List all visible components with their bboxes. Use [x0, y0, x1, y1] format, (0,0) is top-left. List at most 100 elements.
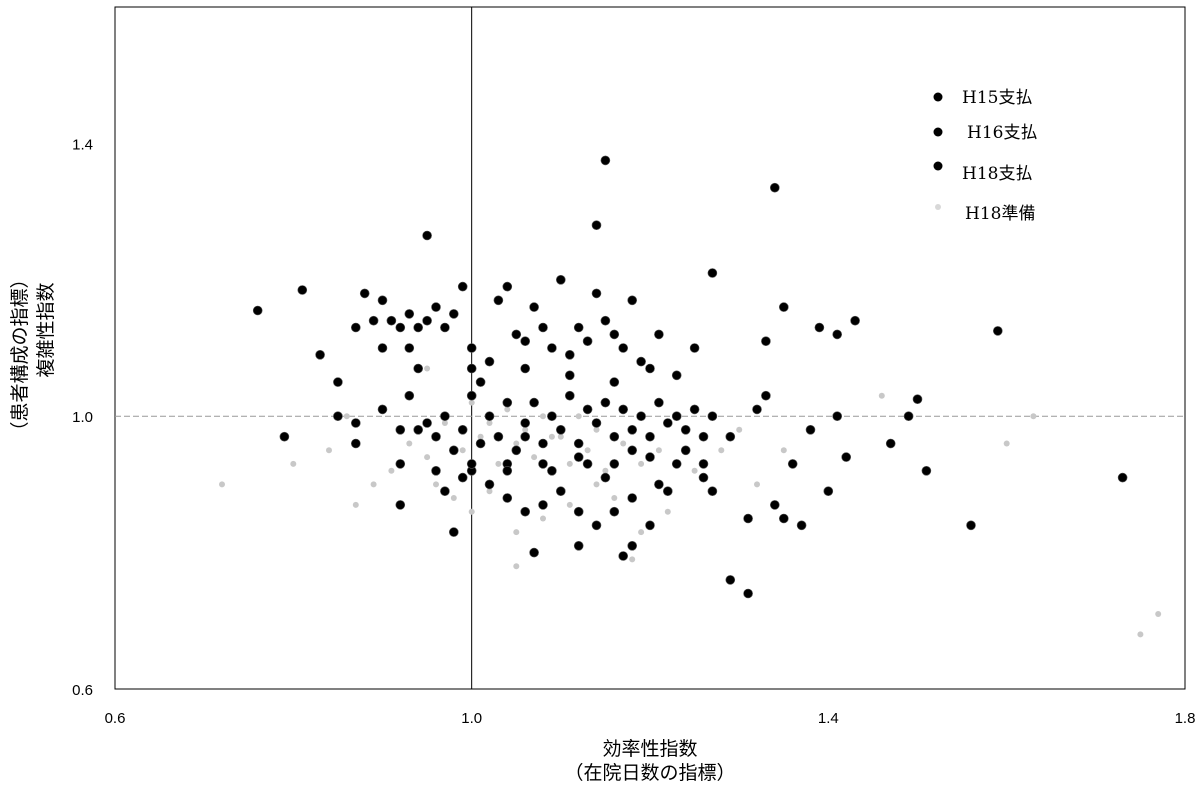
data-point-h18 [395, 500, 406, 510]
data-point-h16 [547, 411, 557, 422]
data-point-h18p [557, 433, 564, 440]
data-point-h18p [1155, 611, 1162, 617]
data-point-h15 [778, 302, 789, 312]
x-tick-label: 1.0 [461, 710, 482, 727]
data-point-h18 [841, 452, 852, 462]
x-tick-label: 1.8 [1175, 710, 1196, 727]
data-point-h15 [466, 343, 477, 353]
data-point-h18p [513, 529, 520, 536]
data-point-h18p [495, 460, 502, 467]
data-point-h16 [707, 411, 718, 422]
data-point-h15 [582, 336, 593, 347]
data-point-h18p [691, 467, 698, 474]
data-point-h15 [395, 322, 406, 333]
data-point-h18p [486, 420, 493, 426]
data-point-h15 [252, 305, 263, 316]
y-tick-labels: 0.6 1.0 1.4 [72, 136, 93, 699]
data-point-h16 [582, 404, 593, 415]
data-point-h15 [547, 343, 557, 353]
data-point-h16 [377, 404, 388, 415]
data-point-h16 [564, 390, 575, 401]
data-point-h18 [823, 486, 834, 497]
data-point-h15 [297, 285, 308, 295]
data-point-h18p [602, 467, 609, 474]
data-point-h18p [566, 501, 573, 508]
data-point-h15 [386, 315, 397, 326]
data-point-h15 [609, 377, 620, 387]
data-point-h15 [413, 363, 424, 374]
data-point-h15 [591, 288, 602, 299]
data-point-h15 [814, 322, 825, 333]
data-point-h16 [662, 418, 673, 428]
data-point-h16 [885, 438, 896, 449]
data-point-h18 [743, 588, 753, 599]
data-point-h16 [475, 438, 486, 449]
data-point-h16 [680, 445, 691, 456]
data-point-h16 [493, 431, 504, 442]
data-point-h15 [315, 349, 325, 360]
data-point-h16 [645, 452, 655, 462]
data-point-h16 [627, 424, 638, 435]
data-point-h18p [486, 488, 493, 495]
data-point-h16 [422, 418, 432, 428]
data-point-h16 [618, 404, 629, 415]
data-point-h16 [591, 418, 602, 428]
data-point-h18p [522, 426, 529, 433]
data-point-h18p [468, 508, 475, 515]
data-point-h16 [413, 424, 424, 435]
data-point-h16 [520, 418, 531, 428]
data-point-h15 [333, 377, 343, 387]
legend-label-h18: H18支払 [962, 164, 1032, 184]
x-axis-title-line1: 効率性指数 [602, 738, 697, 760]
data-point-h18 [484, 479, 495, 490]
data-point-h18p [343, 413, 350, 420]
data-point-h16 [573, 438, 584, 449]
data-point-h18 [769, 500, 780, 510]
data-point-h18 [573, 540, 584, 551]
data-point-h18 [600, 472, 611, 483]
x-tick-label: 0.6 [105, 710, 126, 727]
data-point-h15 [493, 295, 504, 306]
data-point-h15 [555, 274, 566, 285]
data-point-h18 [529, 547, 539, 558]
data-point-h18p [878, 392, 885, 399]
data-point-h16 [350, 438, 361, 449]
data-point-h18 [966, 520, 976, 531]
data-point-h18p [754, 481, 760, 488]
y-axis-title-line1: （患者構成の指標） [9, 269, 31, 440]
data-point-h15 [368, 315, 379, 326]
data-point-h16 [431, 465, 441, 476]
data-point-h15 [600, 155, 611, 166]
data-point-h15 [520, 363, 531, 374]
data-point-h15 [832, 329, 843, 340]
data-point-h18p [1003, 440, 1010, 447]
data-point-h18p [593, 426, 600, 433]
data-point-h16 [698, 431, 709, 442]
data-point-h18p [424, 454, 431, 461]
data-point-h18 [609, 506, 620, 517]
data-point-h18p [548, 433, 555, 440]
data-point-h18p [441, 420, 448, 426]
data-point-h18p [468, 399, 475, 406]
legend-marker-h18 [933, 161, 943, 171]
data-point-h15 [992, 326, 1003, 336]
data-point-h15 [761, 336, 771, 347]
data-point-h18p [1137, 631, 1144, 638]
data-point-h18 [547, 465, 557, 476]
data-point-h16 [511, 445, 522, 456]
data-point-h15 [689, 343, 700, 353]
data-point-h18 [662, 486, 673, 497]
data-point-h16 [457, 424, 468, 435]
data-point-h18p [655, 447, 662, 454]
data-point-h15 [609, 329, 620, 340]
data-point-h16 [279, 431, 290, 442]
data-point-h16 [555, 424, 566, 435]
data-point-h16 [680, 424, 691, 435]
data-point-h15 [422, 230, 432, 241]
data-point-h16 [832, 411, 843, 422]
data-point-h18p [593, 481, 600, 488]
data-point-h16 [538, 438, 548, 449]
data-point-h18p [629, 556, 636, 563]
data-point-h18 [654, 479, 664, 490]
data-point-h15 [359, 288, 370, 299]
